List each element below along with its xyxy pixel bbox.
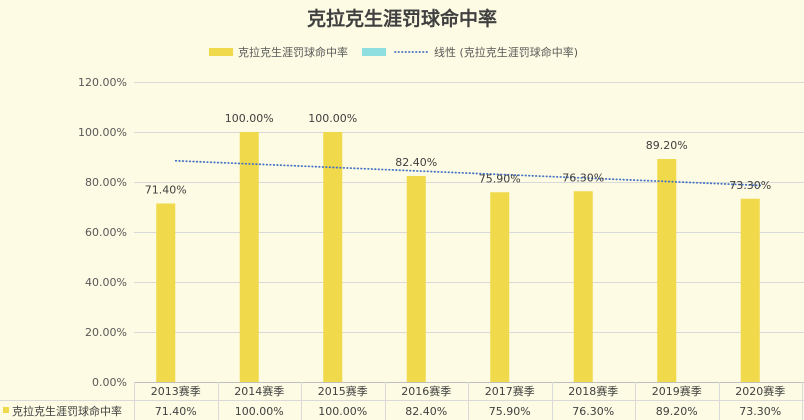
data-label: 100.00%	[308, 112, 357, 125]
y-tick-label: 0.00%	[92, 376, 127, 389]
y-tick-label: 20.00%	[85, 326, 127, 339]
bar	[657, 159, 677, 382]
data-table-value: 76.30%	[572, 405, 614, 418]
y-tick-label: 80.00%	[85, 176, 127, 189]
data-table-value: 75.90%	[489, 405, 531, 418]
chart-title: 克拉克生涯罚球命中率	[307, 7, 497, 30]
gridlines	[134, 82, 804, 383]
bar	[323, 132, 343, 382]
bar	[156, 203, 176, 382]
data-table-value: 89.20%	[656, 405, 698, 418]
legend-swatch-secondary-series	[362, 48, 386, 56]
category-label: 2015赛季	[318, 384, 368, 398]
trendline	[174, 159, 762, 187]
category-label: 2020赛季	[735, 384, 785, 398]
data-label: 100.00%	[225, 112, 274, 125]
category-label: 2013赛季	[151, 384, 201, 398]
data-table-value: 100.00%	[235, 405, 284, 418]
trendline-layer	[174, 159, 762, 187]
legend-swatch-main-series	[209, 48, 233, 56]
y-tick-label: 100.00%	[78, 126, 127, 139]
legend: 克拉克生涯罚球命中率 线性 (克拉克生涯罚球命中率)	[209, 45, 578, 59]
data-table-legend-key	[3, 407, 9, 413]
y-tick-label: 120.00%	[78, 76, 127, 89]
data-table-value: 100.00%	[318, 405, 367, 418]
data-table: 克拉克生涯罚球命中率 2013赛季 71.40% 2014赛季 100.00% 2015…	[0, 382, 804, 420]
data-table-row-label: 克拉克生涯罚球命中率	[12, 404, 122, 418]
bars	[156, 132, 760, 382]
data-label: 71.40%	[145, 184, 187, 197]
category-label: 2019赛季	[652, 384, 702, 398]
bar	[239, 132, 259, 382]
bar	[490, 192, 510, 382]
data-table-value: 82.40%	[405, 405, 447, 418]
data-table-value: 73.30%	[739, 405, 781, 418]
data-label: 82.40%	[395, 156, 437, 169]
data-labels: 71.40% 100.00% 100.00% 82.40% 75.90% 76.30% 89…	[145, 112, 771, 197]
data-label: 75.90%	[479, 172, 521, 185]
data-label: 73.30%	[729, 179, 771, 192]
y-tick-label: 60.00%	[85, 226, 127, 239]
category-label: 2017赛季	[485, 384, 535, 398]
legend-label-trendline: 线性 (克拉克生涯罚球命中率)	[434, 45, 578, 59]
bar	[740, 198, 760, 382]
category-label: 2016赛季	[401, 384, 451, 398]
bar	[573, 191, 593, 382]
category-label: 2014赛季	[234, 384, 284, 398]
category-label: 2018赛季	[568, 384, 618, 398]
data-label: 76.30%	[562, 171, 604, 184]
y-axis-tick-labels: 0.00% 20.00% 40.00% 60.00% 80.00% 100.00% 120.…	[78, 76, 127, 389]
legend-label-main-series: 克拉克生涯罚球命中率	[238, 45, 348, 59]
bar	[406, 176, 426, 382]
y-tick-label: 40.00%	[85, 276, 127, 289]
data-table-value: 71.40%	[155, 405, 197, 418]
data-label: 89.20%	[646, 139, 688, 152]
